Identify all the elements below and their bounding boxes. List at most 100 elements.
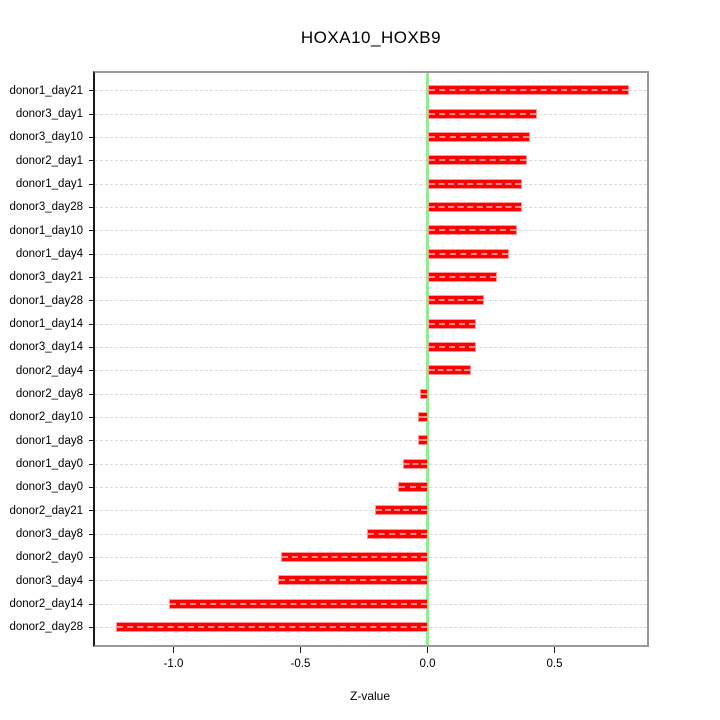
zero-reference-line	[426, 73, 429, 645]
bar-dash-pattern	[421, 392, 427, 395]
y-axis-tick	[89, 416, 95, 418]
y-axis-tick	[89, 626, 95, 628]
category-label: donor3_day21	[9, 271, 83, 284]
y-axis-tick	[89, 556, 95, 558]
category-label: donor2_day21	[9, 504, 83, 517]
gridline	[95, 393, 647, 395]
bar-donor1_day14	[428, 318, 477, 329]
bar-donor1_day21	[428, 85, 629, 96]
bar-dash-pattern	[398, 485, 427, 488]
bar-dash-pattern	[429, 345, 476, 348]
category-label: donor3_day4	[15, 574, 83, 587]
category-label: donor3_day28	[9, 201, 83, 214]
bar-donor2_day14	[168, 598, 428, 609]
bar-dash-pattern	[429, 159, 527, 162]
y-axis-tick	[89, 440, 95, 442]
bar-donor1_day8	[417, 435, 428, 446]
y-axis-tick	[89, 510, 95, 512]
y-axis-tick	[89, 323, 95, 325]
x-tick-label: -1.0	[163, 658, 184, 670]
bar-dash-pattern	[429, 182, 521, 185]
chart-title: HOXA10_HOXB9	[300, 28, 442, 47]
bar-donor3_day1	[428, 108, 538, 119]
y-axis-tick	[89, 603, 95, 605]
bar-dash-pattern	[429, 89, 628, 92]
gridline	[95, 230, 647, 232]
category-label: donor3_day14	[9, 341, 83, 354]
gridline	[95, 486, 647, 488]
y-axis-tick	[89, 90, 95, 92]
bar-dash-pattern	[403, 462, 427, 465]
category-label: donor1_day0	[15, 458, 83, 471]
bar-dash-pattern	[429, 299, 483, 302]
bar-dash-pattern	[429, 135, 529, 138]
bar-donor3_day4	[278, 575, 428, 586]
y-axis-tick	[89, 183, 95, 185]
gridline	[95, 416, 647, 418]
bar-donor3_day8	[367, 528, 428, 539]
bar-dash-pattern	[429, 229, 516, 232]
y-axis-tick	[89, 253, 95, 255]
y-axis-tick	[89, 370, 95, 372]
y-axis-tick	[89, 533, 95, 535]
bar-donor3_day10	[428, 131, 530, 142]
gridline	[95, 510, 647, 512]
gridline	[95, 90, 647, 92]
gridline	[95, 113, 647, 115]
bar-dash-pattern	[279, 579, 427, 582]
category-label: donor1_day4	[15, 248, 83, 261]
category-label: donor2_day8	[15, 388, 83, 401]
bar-dash-pattern	[429, 252, 509, 255]
y-axis-tick	[89, 136, 95, 138]
y-axis-tick	[89, 276, 95, 278]
category-label: donor3_day10	[9, 131, 83, 144]
category-label: donor2_day10	[9, 411, 83, 424]
category-label: donor1_day1	[15, 178, 83, 191]
category-label: donor2_day14	[9, 598, 83, 611]
category-label: donor2_day28	[9, 621, 83, 634]
x-axis-tick	[173, 647, 174, 653]
gridline	[95, 370, 647, 372]
bar-donor3_day0	[397, 481, 428, 492]
bar-dash-pattern	[375, 509, 427, 512]
bar-donor1_day0	[402, 458, 428, 469]
x-axis-title: Z-value	[349, 689, 391, 703]
bar-dash-pattern	[429, 369, 471, 372]
bar-donor2_day21	[374, 505, 428, 516]
y-axis-tick	[89, 113, 95, 115]
bar-donor1_day10	[428, 225, 517, 236]
y-axis-tick	[89, 580, 95, 582]
gridline	[95, 300, 647, 302]
gridline	[95, 463, 647, 465]
category-label: donor1_day10	[9, 224, 83, 237]
x-tick-label: 0.0	[419, 658, 436, 670]
y-axis-tick	[89, 393, 95, 395]
gridline	[95, 323, 647, 325]
gridline	[95, 440, 647, 442]
gridline	[95, 206, 647, 208]
bar-donor2_day28	[115, 621, 428, 632]
x-axis-tick	[427, 647, 428, 653]
bar-donor2_day0	[280, 551, 428, 562]
bar-dash-pattern	[281, 555, 427, 558]
bar-dash-pattern	[418, 439, 427, 442]
bar-donor2_day4	[428, 365, 472, 376]
gridline	[95, 276, 647, 278]
category-label: donor3_day8	[15, 528, 83, 541]
x-axis-tick	[554, 647, 555, 653]
bar-dash-pattern	[116, 625, 427, 628]
y-axis-tick	[89, 463, 95, 465]
x-tick-label: -0.5	[290, 658, 311, 670]
y-axis-tick	[89, 206, 95, 208]
y-axis-tick	[89, 160, 95, 162]
bar-donor2_day1	[428, 155, 528, 166]
y-axis-tick	[89, 346, 95, 348]
bar-dash-pattern	[169, 602, 427, 605]
plot-area: Z-value donor1_day21 donor3_day1 donor3_da…	[9, 71, 649, 703]
category-label: donor2_day0	[15, 551, 83, 564]
gridline	[95, 346, 647, 348]
bar-donor1_day1	[428, 178, 522, 189]
bar-donor1_day4	[428, 248, 510, 259]
bar-dash-pattern	[368, 532, 427, 535]
category-label: donor3_day0	[15, 481, 83, 494]
